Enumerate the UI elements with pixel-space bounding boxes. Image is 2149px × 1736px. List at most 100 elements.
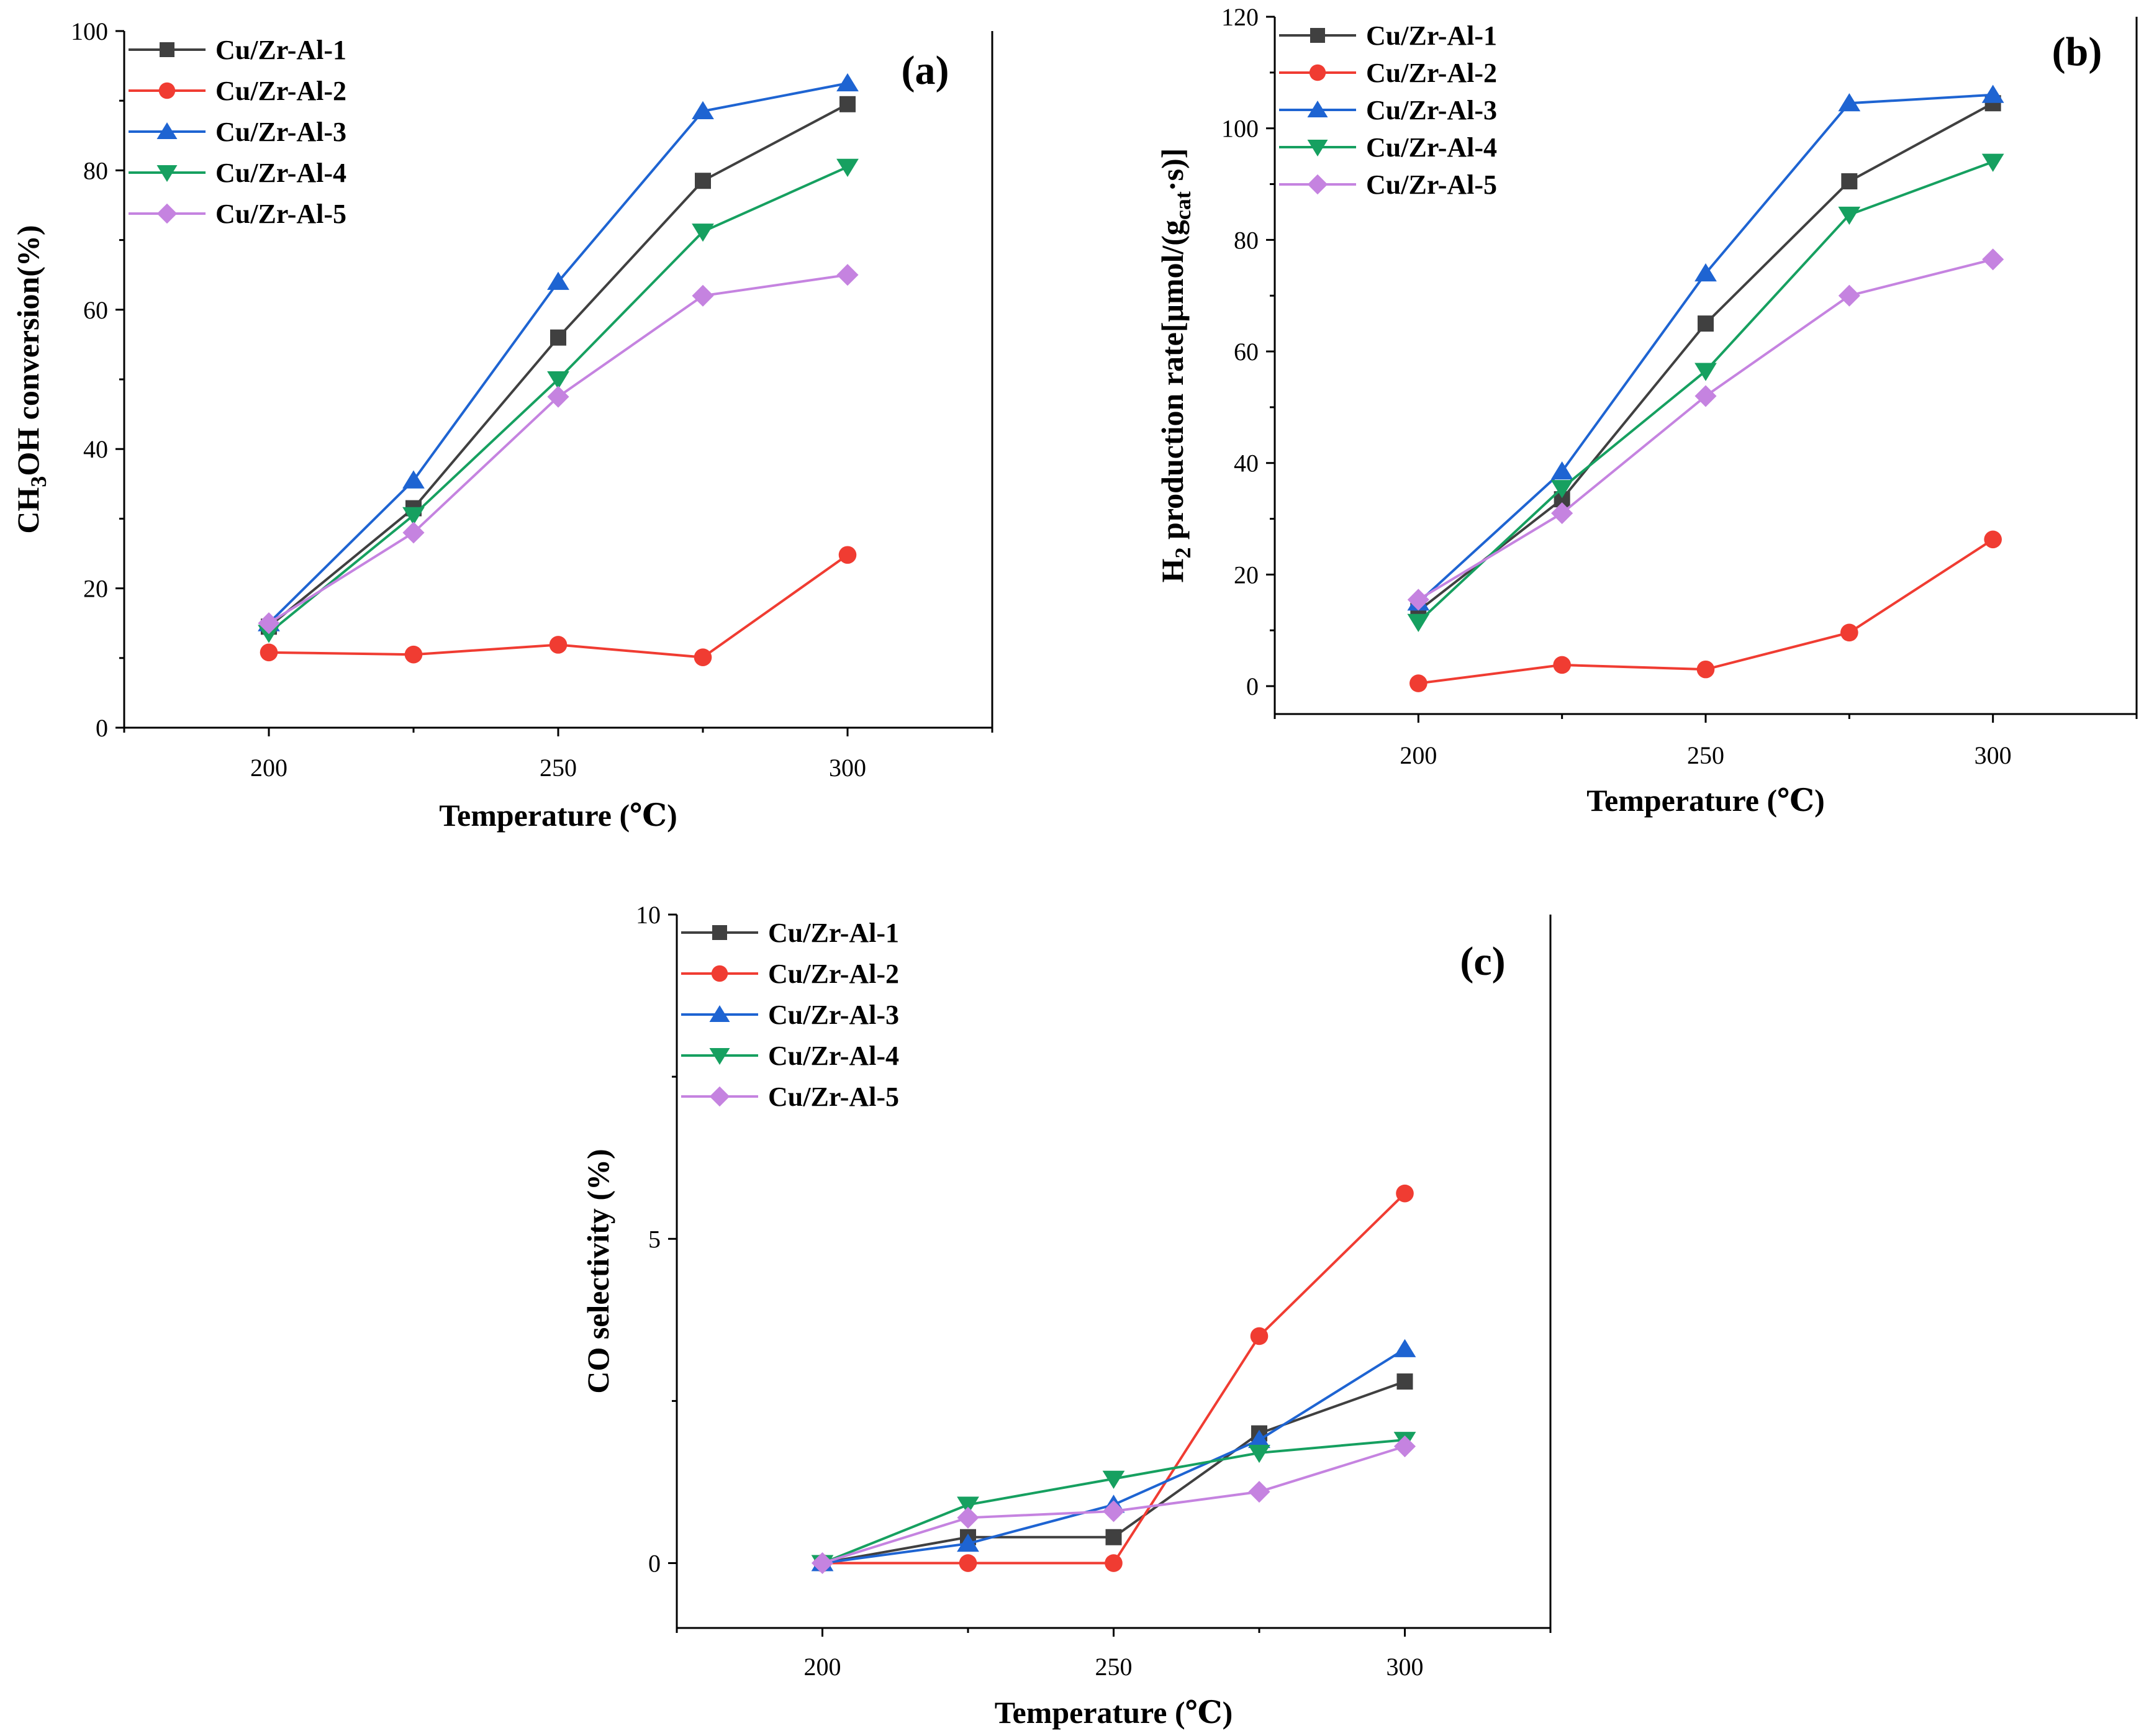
legend-marker [156, 203, 178, 224]
data-point [1248, 1444, 1270, 1463]
data-point [692, 284, 714, 307]
data-point [1250, 1327, 1269, 1345]
data-point [1696, 660, 1715, 679]
data-point [695, 173, 711, 189]
data-point [1248, 1481, 1270, 1503]
legend-marker [1307, 101, 1328, 117]
legend-label: Cu/Zr-Al-2 [215, 76, 346, 106]
series-line-3 [268, 82, 848, 625]
data-point [836, 158, 859, 178]
legend-label: Cu/Zr-Al-5 [768, 1082, 899, 1112]
data-point [1984, 530, 2002, 549]
x-axis-title: Temperature (℃) [995, 1695, 1233, 1730]
y-axis-title-part: ·s)] [1155, 148, 1190, 191]
legend-marker [712, 925, 727, 940]
data-point [547, 386, 569, 408]
legend-marker [156, 165, 178, 182]
legend-label: Cu/Zr-Al-2 [768, 959, 899, 989]
x-axis-title: Temperature (℃) [439, 798, 677, 833]
data-point [1409, 674, 1427, 692]
data-point [1694, 385, 1717, 407]
legend-marker [1307, 140, 1328, 156]
data-point [1550, 461, 1573, 480]
legend-label: Cu/Zr-Al-1 [1366, 20, 1497, 51]
x-axis-title: Temperature (℃) [1586, 783, 1824, 818]
y-axis-title: CH3OH conversion(%) [11, 225, 51, 533]
data-point [692, 101, 714, 120]
y-tick-label: 60 [83, 296, 108, 324]
y-axis-title: CO selectivity (%) [581, 1149, 615, 1393]
data-point [549, 636, 568, 654]
legend-label: Cu/Zr-Al-5 [1366, 170, 1497, 200]
legend-label: Cu/Zr-Al-3 [768, 1000, 899, 1030]
y-tick-label: 100 [71, 17, 108, 45]
data-point [692, 224, 714, 242]
legend-marker [1310, 28, 1325, 43]
legend-marker [1307, 174, 1328, 195]
series-line-3 [1417, 93, 1993, 604]
data-point [1553, 656, 1571, 674]
legend-label: Cu/Zr-Al-4 [768, 1041, 899, 1071]
data-point [1698, 315, 1714, 332]
series-line-5 [1418, 258, 1994, 601]
panel-label: (b) [2052, 29, 2102, 75]
data-point [1407, 613, 1430, 633]
panel-label: (a) [902, 48, 949, 93]
x-tick-label: 200 [804, 1653, 841, 1681]
x-tick-label: 250 [1687, 741, 1724, 769]
x-tick-label: 300 [829, 754, 866, 782]
data-point [1841, 173, 1858, 190]
y-tick-label: 80 [83, 156, 108, 184]
y-axis-title-part: production rate[μmol/(g [1155, 220, 1190, 547]
data-point [1396, 1373, 1413, 1390]
data-point [694, 648, 712, 666]
x-tick-label: 300 [1387, 1653, 1424, 1681]
y-tick-label: 100 [1221, 115, 1259, 143]
data-point [402, 507, 425, 526]
data-point [1694, 263, 1717, 282]
data-point [811, 1552, 834, 1575]
data-point [258, 612, 280, 635]
data-point [1551, 502, 1573, 525]
data-point [402, 522, 425, 544]
y-tick-label: 40 [83, 435, 108, 463]
data-point [1838, 93, 1861, 112]
data-point [959, 1554, 977, 1572]
data-point [547, 271, 569, 290]
x-tick-label: 300 [1975, 741, 2012, 769]
data-point [1396, 1184, 1414, 1203]
y-axis-title-part: CO selectivity (%) [581, 1149, 615, 1393]
data-point [1838, 206, 1861, 225]
data-point [1694, 363, 1717, 381]
panel-c: 0 5 10 200 250 300 Temperature (℃) CO selectivi… [581, 901, 1552, 1730]
data-point [260, 643, 278, 662]
series-line-1 [268, 103, 848, 628]
panel-label: (c) [1460, 939, 1505, 984]
series-line-1 [1418, 102, 1994, 612]
legend-label: Cu/Zr-Al-3 [1366, 95, 1497, 125]
y-axis-title-part: H [1155, 558, 1190, 582]
x-tick-label: 200 [250, 754, 287, 782]
legend-label: Cu/Zr-Al-4 [215, 158, 346, 188]
y-axis-title-subscript: cat [1170, 191, 1195, 220]
data-point [1393, 1435, 1416, 1458]
data-point [402, 470, 425, 489]
y-tick-label: 60 [1234, 338, 1259, 366]
y-axis-title-part: CH [11, 487, 45, 533]
legend-marker [711, 965, 728, 982]
y-tick-label: 10 [636, 901, 661, 929]
data-point [1981, 153, 2004, 172]
y-axis-title-part: OH conversion(%) [11, 225, 45, 476]
legend-marker [709, 1086, 730, 1107]
y-tick-label: 80 [1234, 226, 1259, 254]
legend-label: Cu/Zr-Al-1 [215, 35, 346, 65]
data-point [838, 546, 857, 564]
legend-label: Cu/Zr-Al-2 [1366, 58, 1497, 88]
data-point [404, 645, 423, 664]
data-point [1105, 1529, 1122, 1545]
legend-label: Cu/Zr-Al-5 [215, 199, 346, 229]
legend-label: Cu/Zr-Al-4 [1366, 132, 1497, 163]
y-tick-label: 0 [96, 714, 108, 742]
y-axis-title: H2 production rate[μmol/(gcat·s)] [1155, 148, 1195, 583]
data-point [547, 371, 569, 390]
